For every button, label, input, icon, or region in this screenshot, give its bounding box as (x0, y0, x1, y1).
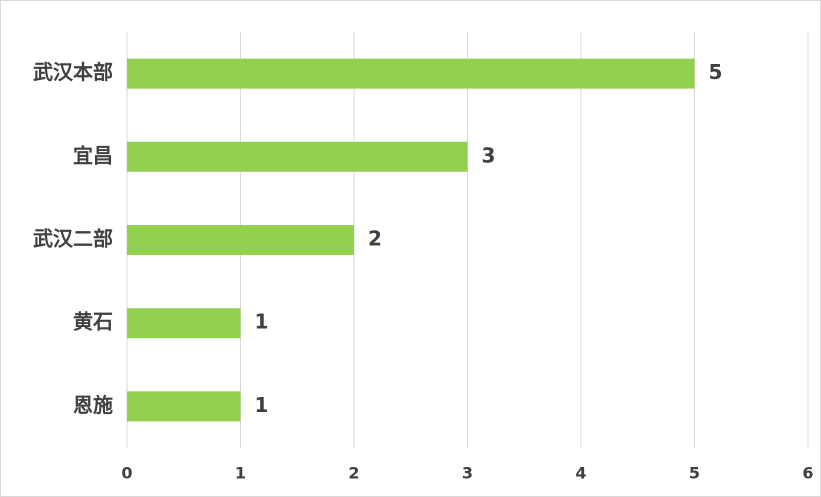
value-label: 1 (255, 393, 269, 417)
x-tick-label: 5 (689, 464, 700, 483)
bar (127, 58, 695, 89)
x-tick-label: 1 (235, 464, 246, 483)
y-tick-label: 武汉二部 (33, 227, 113, 251)
bar (127, 141, 468, 172)
value-label: 5 (709, 60, 723, 84)
value-label: 2 (368, 227, 382, 251)
bar (127, 225, 354, 255)
bar (127, 308, 241, 339)
x-tick-label: 2 (348, 464, 359, 483)
y-tick-label: 恩施 (73, 393, 113, 417)
y-tick-label: 黄石 (73, 310, 113, 334)
y-tick-label: 宜昌 (73, 143, 113, 167)
y-tick-label: 武汉本部 (33, 60, 113, 84)
x-tick-label: 6 (802, 464, 813, 483)
x-tick-label: 0 (121, 464, 132, 483)
x-tick-label: 3 (462, 464, 473, 483)
value-label: 1 (255, 310, 269, 334)
bar (127, 391, 241, 422)
x-tick-label: 4 (575, 464, 586, 483)
value-label: 3 (482, 143, 496, 167)
